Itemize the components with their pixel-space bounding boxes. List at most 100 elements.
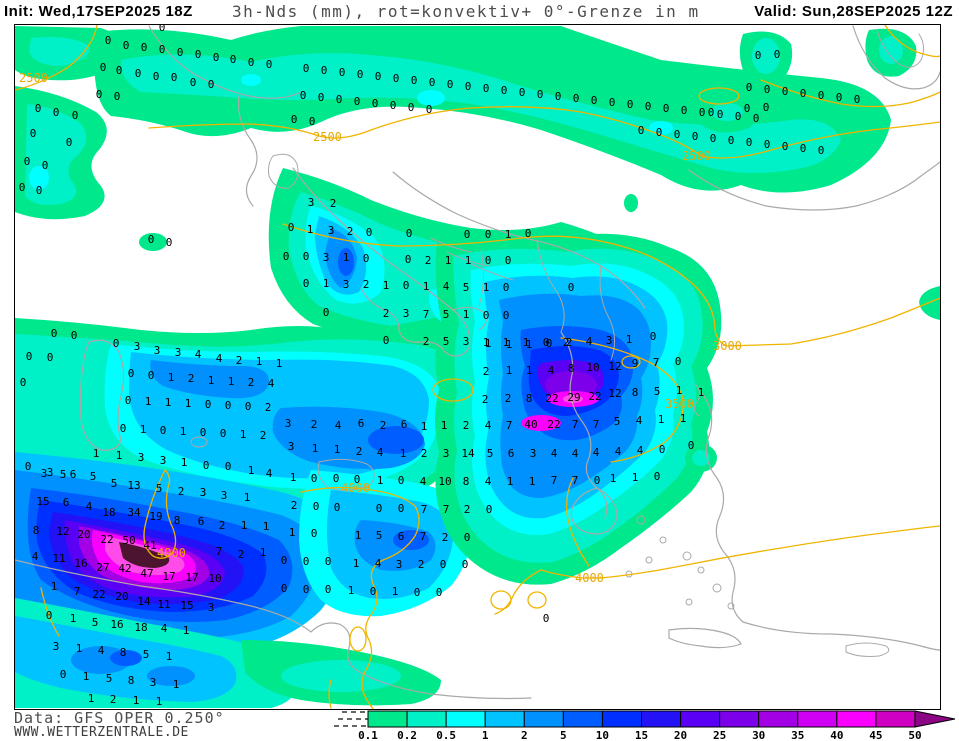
svg-text:0: 0	[25, 460, 32, 473]
svg-text:0: 0	[464, 531, 471, 544]
svg-text:0: 0	[30, 127, 37, 140]
svg-text:0: 0	[71, 329, 78, 342]
svg-text:5: 5	[560, 729, 567, 741]
svg-text:2: 2	[442, 531, 449, 544]
svg-text:0: 0	[354, 473, 361, 486]
svg-text:1: 1	[263, 520, 270, 533]
svg-text:2: 2	[265, 401, 272, 414]
svg-text:0: 0	[818, 144, 825, 157]
svg-text:1: 1	[441, 419, 448, 432]
svg-text:22: 22	[588, 390, 601, 403]
svg-text:1: 1	[610, 472, 617, 485]
svg-text:2: 2	[110, 693, 117, 706]
svg-text:3: 3	[403, 307, 410, 320]
svg-text:0: 0	[447, 78, 454, 91]
svg-text:1: 1	[353, 557, 360, 570]
svg-text:0: 0	[105, 34, 112, 47]
svg-text:40: 40	[830, 729, 843, 741]
svg-text:0: 0	[383, 334, 390, 347]
svg-text:1: 1	[503, 336, 510, 349]
svg-text:8: 8	[568, 362, 575, 375]
svg-text:0: 0	[354, 95, 361, 108]
svg-text:8: 8	[120, 646, 127, 659]
svg-text:7: 7	[572, 474, 579, 487]
svg-text:6: 6	[70, 468, 77, 481]
svg-text:0: 0	[220, 427, 227, 440]
svg-text:16: 16	[110, 618, 123, 631]
svg-text:0: 0	[708, 106, 715, 119]
svg-text:0: 0	[141, 41, 148, 54]
svg-text:7: 7	[423, 308, 430, 321]
svg-text:10: 10	[438, 475, 451, 488]
svg-text:0: 0	[746, 136, 753, 149]
svg-text:0: 0	[573, 92, 580, 105]
svg-text:5: 5	[111, 477, 118, 490]
svg-text:0: 0	[26, 350, 33, 363]
svg-text:0: 0	[370, 585, 377, 598]
svg-text:7: 7	[593, 418, 600, 431]
svg-text:27: 27	[96, 561, 109, 574]
svg-text:12: 12	[608, 387, 621, 400]
svg-text:1: 1	[180, 425, 187, 438]
svg-text:1: 1	[312, 442, 319, 455]
svg-text:2: 2	[347, 225, 354, 238]
svg-text:2: 2	[238, 548, 245, 561]
svg-text:0: 0	[650, 330, 657, 343]
svg-text:0: 0	[800, 142, 807, 155]
svg-text:0: 0	[485, 254, 492, 267]
svg-text:2500: 2500	[682, 149, 711, 163]
svg-text:4000: 4000	[575, 571, 604, 585]
svg-text:0: 0	[546, 337, 553, 350]
svg-text:5: 5	[654, 385, 661, 398]
svg-text:0: 0	[166, 236, 173, 249]
svg-text:5: 5	[443, 308, 450, 321]
svg-text:0: 0	[426, 103, 433, 116]
svg-text:0: 0	[764, 83, 771, 96]
svg-text:0: 0	[609, 96, 616, 109]
svg-text:0: 0	[200, 426, 207, 439]
svg-text:0: 0	[744, 102, 751, 115]
svg-text:1: 1	[260, 546, 267, 559]
svg-text:15: 15	[180, 599, 193, 612]
svg-text:0: 0	[485, 228, 492, 241]
svg-text:0: 0	[591, 94, 598, 107]
svg-text:0: 0	[854, 93, 861, 106]
svg-text:1: 1	[680, 412, 687, 425]
svg-text:6: 6	[358, 417, 365, 430]
svg-text:7: 7	[74, 585, 81, 598]
svg-text:1: 1	[348, 584, 355, 597]
svg-text:50: 50	[908, 729, 921, 741]
svg-text:4: 4	[586, 335, 593, 348]
svg-text:0: 0	[313, 500, 320, 513]
svg-text:1: 1	[168, 371, 175, 384]
svg-text:0: 0	[225, 399, 232, 412]
svg-text:0: 0	[230, 53, 237, 66]
svg-text:1: 1	[526, 338, 533, 351]
svg-text:2: 2	[463, 419, 470, 432]
svg-text:1: 1	[93, 447, 100, 460]
svg-text:1: 1	[482, 729, 489, 741]
svg-text:0: 0	[266, 58, 273, 71]
svg-text:4: 4	[548, 364, 555, 377]
svg-text:3: 3	[463, 335, 470, 348]
svg-text:8: 8	[463, 475, 470, 488]
svg-text:0: 0	[148, 369, 155, 382]
svg-text:1: 1	[676, 384, 683, 397]
svg-text:5: 5	[487, 447, 494, 460]
svg-text:7: 7	[216, 545, 223, 558]
svg-text:1: 1	[483, 336, 490, 349]
svg-text:1: 1	[632, 471, 639, 484]
svg-text:2: 2	[248, 376, 255, 389]
svg-text:1: 1	[505, 228, 512, 241]
svg-text:2: 2	[423, 335, 430, 348]
svg-text:6: 6	[398, 530, 405, 543]
svg-text:0: 0	[755, 49, 762, 62]
zero-degree-contours	[15, 25, 940, 709]
svg-text:1: 1	[240, 428, 247, 441]
svg-text:1: 1	[423, 280, 430, 293]
svg-text:4: 4	[420, 475, 427, 488]
svg-text:0: 0	[135, 67, 142, 80]
svg-text:2: 2	[363, 278, 370, 291]
